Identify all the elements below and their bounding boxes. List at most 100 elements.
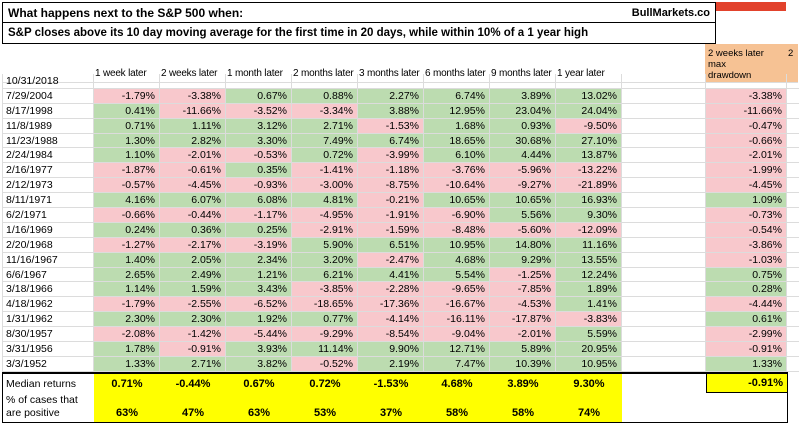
value-cell[interactable]: 9.90% — [358, 342, 424, 357]
value-cell[interactable]: 0.25% — [226, 222, 292, 238]
column-header-1-year[interactable]: 1 year later — [555, 44, 621, 83]
value-cell[interactable]: -1.91% — [358, 208, 424, 223]
value-cell[interactable]: 6.74% — [358, 133, 424, 149]
median-value-cell[interactable]: 0.67% — [226, 374, 292, 393]
value-cell[interactable]: 3.20% — [292, 252, 358, 268]
value-cell[interactable]: 10.39% — [490, 356, 556, 372]
value-cell[interactable]: 2.34% — [226, 252, 292, 268]
value-cell[interactable]: -0.53% — [226, 148, 292, 164]
value-cell[interactable]: -8.54% — [358, 327, 424, 343]
value-cell[interactable]: -2.91% — [292, 222, 358, 238]
value-cell[interactable]: -1.18% — [358, 163, 424, 179]
value-cell[interactable]: -12.09% — [556, 222, 622, 238]
value-cell[interactable]: -0.61% — [160, 163, 226, 179]
value-cell[interactable]: 6.07% — [160, 193, 226, 209]
value-cell[interactable]: -0.91% — [160, 342, 226, 357]
value-cell[interactable]: -0.66% — [94, 208, 160, 223]
value-cell[interactable]: 2.71% — [160, 356, 226, 372]
value-cell[interactable]: 14.80% — [490, 237, 556, 253]
value-cell[interactable]: 3.88% — [358, 103, 424, 119]
drawdown-cell[interactable]: -3.86% — [706, 237, 787, 253]
value-cell[interactable]: 1.89% — [556, 282, 622, 298]
date-cell[interactable]: 6/2/1971 — [3, 208, 94, 223]
value-cell[interactable]: -3.52% — [226, 103, 292, 119]
value-cell[interactable]: -1.41% — [292, 163, 358, 179]
value-cell[interactable]: 2.19% — [358, 356, 424, 372]
drawdown-cell[interactable]: -11.66% — [706, 103, 787, 119]
value-cell[interactable]: -9.29% — [292, 327, 358, 343]
value-cell[interactable]: -2.55% — [160, 297, 226, 313]
positive-value-cell[interactable]: 58% — [490, 393, 556, 422]
value-cell[interactable]: 1.21% — [226, 267, 292, 283]
drawdown-cell[interactable]: 0.61% — [706, 312, 787, 328]
value-cell[interactable]: 3.82% — [226, 356, 292, 372]
value-cell[interactable]: -2.01% — [160, 148, 226, 164]
median-value-cell[interactable]: 3.89% — [490, 374, 556, 393]
value-cell[interactable]: 13.55% — [556, 252, 622, 268]
value-cell[interactable]: -6.90% — [424, 208, 490, 223]
value-cell[interactable]: 7.49% — [292, 133, 358, 149]
value-cell[interactable]: -3.76% — [424, 163, 490, 179]
date-cell[interactable]: 2/16/1977 — [3, 163, 94, 179]
value-cell[interactable]: -2.47% — [358, 252, 424, 268]
date-cell[interactable]: 2/12/1973 — [3, 178, 94, 194]
value-cell[interactable]: -17.87% — [490, 312, 556, 328]
value-cell[interactable]: -9.04% — [424, 327, 490, 343]
value-cell[interactable]: -3.00% — [292, 178, 358, 194]
positive-value-cell[interactable]: 63% — [226, 393, 292, 422]
value-cell[interactable]: 10.65% — [490, 193, 556, 209]
drawdown-cell[interactable]: -0.54% — [706, 222, 787, 238]
value-cell[interactable]: 2.27% — [358, 88, 424, 104]
value-cell[interactable]: 1.78% — [94, 342, 160, 357]
value-cell[interactable]: -3.85% — [292, 282, 358, 298]
value-cell[interactable]: 11.16% — [556, 237, 622, 253]
value-cell[interactable]: 6.74% — [424, 88, 490, 104]
value-cell[interactable]: 11.14% — [292, 342, 358, 357]
value-cell[interactable]: 16.93% — [556, 193, 622, 209]
value-cell[interactable]: -18.65% — [292, 297, 358, 313]
drawdown-cell[interactable]: -3.38% — [706, 88, 787, 104]
value-cell[interactable]: 2.05% — [160, 252, 226, 268]
value-cell[interactable]: 2.65% — [94, 267, 160, 283]
value-cell[interactable]: -3.34% — [292, 103, 358, 119]
drawdown-cell[interactable]: -0.73% — [706, 208, 787, 223]
date-cell[interactable]: 1/31/1962 — [3, 312, 94, 328]
date-cell[interactable]: 7/29/2004 — [3, 88, 94, 104]
value-cell[interactable]: -8.75% — [358, 178, 424, 194]
date-cell[interactable]: 2/20/1968 — [3, 237, 94, 253]
drawdown-cell[interactable]: -0.47% — [706, 118, 787, 134]
value-cell[interactable]: 0.24% — [94, 222, 160, 238]
value-cell[interactable]: 3.89% — [490, 88, 556, 104]
value-cell[interactable]: 0.93% — [490, 118, 556, 134]
value-cell[interactable]: -9.50% — [556, 118, 622, 134]
value-cell[interactable]: -13.22% — [556, 163, 622, 179]
drawdown-cell[interactable]: -4.45% — [706, 178, 787, 194]
value-cell[interactable]: -9.27% — [490, 178, 556, 194]
value-cell[interactable]: -4.95% — [292, 208, 358, 223]
positive-value-cell[interactable]: 63% — [94, 393, 160, 422]
value-cell[interactable]: 4.16% — [94, 193, 160, 209]
median-value-cell[interactable]: 9.30% — [556, 374, 622, 393]
value-cell[interactable] — [490, 74, 556, 89]
value-cell[interactable]: 1.33% — [94, 356, 160, 372]
value-cell[interactable]: 0.35% — [226, 163, 292, 179]
date-cell[interactable]: 3/31/1956 — [3, 342, 94, 357]
value-cell[interactable] — [160, 74, 226, 89]
median-value-cell[interactable]: -0.44% — [160, 374, 226, 393]
value-cell[interactable]: -0.52% — [292, 356, 358, 372]
value-cell[interactable]: 13.87% — [556, 148, 622, 164]
positive-value-cell[interactable]: 47% — [160, 393, 226, 422]
date-cell[interactable]: 8/17/1998 — [3, 103, 94, 119]
value-cell[interactable]: 4.81% — [292, 193, 358, 209]
value-cell[interactable] — [94, 74, 160, 89]
median-value-cell[interactable]: 0.71% — [94, 374, 160, 393]
value-cell[interactable]: 1.92% — [226, 312, 292, 328]
value-cell[interactable]: 6.10% — [424, 148, 490, 164]
value-cell[interactable] — [358, 74, 424, 89]
value-cell[interactable]: 0.41% — [94, 103, 160, 119]
value-cell[interactable]: -21.89% — [556, 178, 622, 194]
value-cell[interactable] — [556, 74, 622, 89]
value-cell[interactable]: 27.10% — [556, 133, 622, 149]
column-header-9-months[interactable]: 9 months later — [489, 44, 555, 83]
value-cell[interactable]: 5.90% — [292, 237, 358, 253]
